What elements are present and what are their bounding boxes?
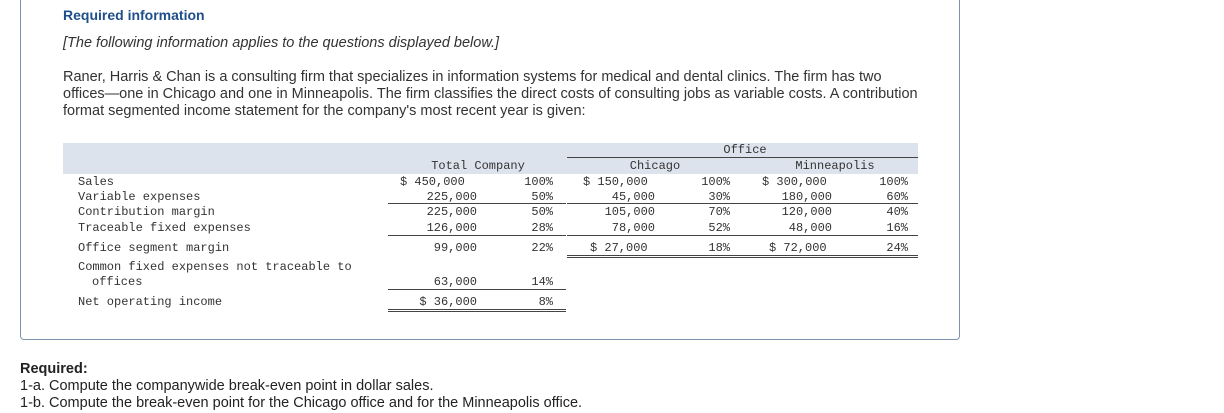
row-label-cm: Contribution margin — [78, 205, 215, 219]
chicago-traceable: 78,000 — [611, 221, 655, 235]
minneapolis-segment-margin: $ 72,000 — [769, 241, 827, 255]
total-traceable-pct: 28% — [531, 221, 553, 235]
row-label-common-1: Common fixed expenses not traceable to — [78, 260, 352, 274]
chicago-segment-margin-pct: 18% — [708, 241, 730, 255]
total-cm-pct: 50% — [531, 205, 553, 219]
col-total-company: Total Company — [431, 159, 525, 173]
chicago-sales-pct: 100% — [701, 175, 730, 189]
row-label-sales: Sales — [78, 175, 115, 189]
row-label-net: Net operating income — [78, 295, 223, 309]
total-common-pct: 14% — [531, 275, 553, 289]
minneapolis-variable: 180,000 — [781, 190, 832, 204]
total-variable: 225,000 — [426, 190, 477, 204]
row-label-segment-margin: Office segment margin — [78, 241, 230, 255]
total-net-pct: 8% — [538, 295, 553, 309]
required-item-1a: 1-a. Compute the companywide break-even … — [20, 378, 434, 394]
total-common-rule — [388, 289, 566, 290]
required-title: Required: — [20, 361, 88, 377]
total-net: $ 36,000 — [419, 295, 477, 309]
office-header: Office — [723, 143, 767, 157]
total-traceable: 126,000 — [426, 221, 477, 235]
row-label-traceable: Traceable fixed expenses — [78, 221, 251, 235]
required-item-1b: 1-b. Compute the break-even point for th… — [20, 395, 583, 411]
minneapolis-cm-pct: 40% — [886, 205, 908, 219]
office-header-rule — [567, 157, 918, 158]
minneapolis-traceable-pct: 16% — [886, 221, 908, 235]
chicago-sales: $ 150,000 — [583, 175, 648, 189]
col-minneapolis: Minneapolis — [795, 159, 875, 173]
problem-paragraph: Raner, Harris & Chan is a consulting fir… — [63, 69, 918, 119]
total-common: 63,000 — [433, 275, 477, 289]
row-label-common-2: offices — [92, 275, 143, 289]
total-sales-pct: 100% — [524, 175, 553, 189]
total-segment-margin-pct: 22% — [531, 241, 553, 255]
office-cm-rule — [567, 203, 918, 204]
chicago-traceable-pct: 52% — [708, 221, 730, 235]
row-label-variable: Variable expenses — [78, 190, 201, 204]
required-information-heading: Required information — [63, 7, 205, 23]
minneapolis-segment-margin-pct: 24% — [886, 241, 908, 255]
office-traceable-rule — [567, 235, 918, 236]
chicago-cm: 105,000 — [604, 205, 655, 219]
total-net-double-rule — [388, 309, 566, 312]
statement-header-band — [63, 143, 918, 174]
total-segment-margin: 99,000 — [433, 241, 477, 255]
total-cm-rule — [388, 203, 566, 204]
office-segment-double-rule — [567, 255, 918, 258]
minneapolis-sales-pct: 100% — [879, 175, 908, 189]
chicago-variable-pct: 30% — [708, 190, 730, 204]
chicago-cm-pct: 70% — [708, 205, 730, 219]
info-box — [20, 0, 960, 340]
total-sales: $ 450,000 — [400, 175, 465, 189]
total-variable-pct: 50% — [531, 190, 553, 204]
minneapolis-cm: 120,000 — [781, 205, 832, 219]
minneapolis-traceable: 48,000 — [788, 221, 832, 235]
chicago-segment-margin: $ 27,000 — [590, 241, 648, 255]
minneapolis-variable-pct: 60% — [886, 190, 908, 204]
minneapolis-sales: $ 300,000 — [762, 175, 827, 189]
info-note: [The following information applies to th… — [63, 35, 500, 51]
total-traceable-rule — [388, 235, 566, 236]
col-chicago: Chicago — [629, 159, 681, 173]
total-cm: 225,000 — [426, 205, 477, 219]
required-section: Required: 1-a. Compute the companywide b… — [20, 361, 582, 412]
chicago-variable: 45,000 — [611, 190, 655, 204]
